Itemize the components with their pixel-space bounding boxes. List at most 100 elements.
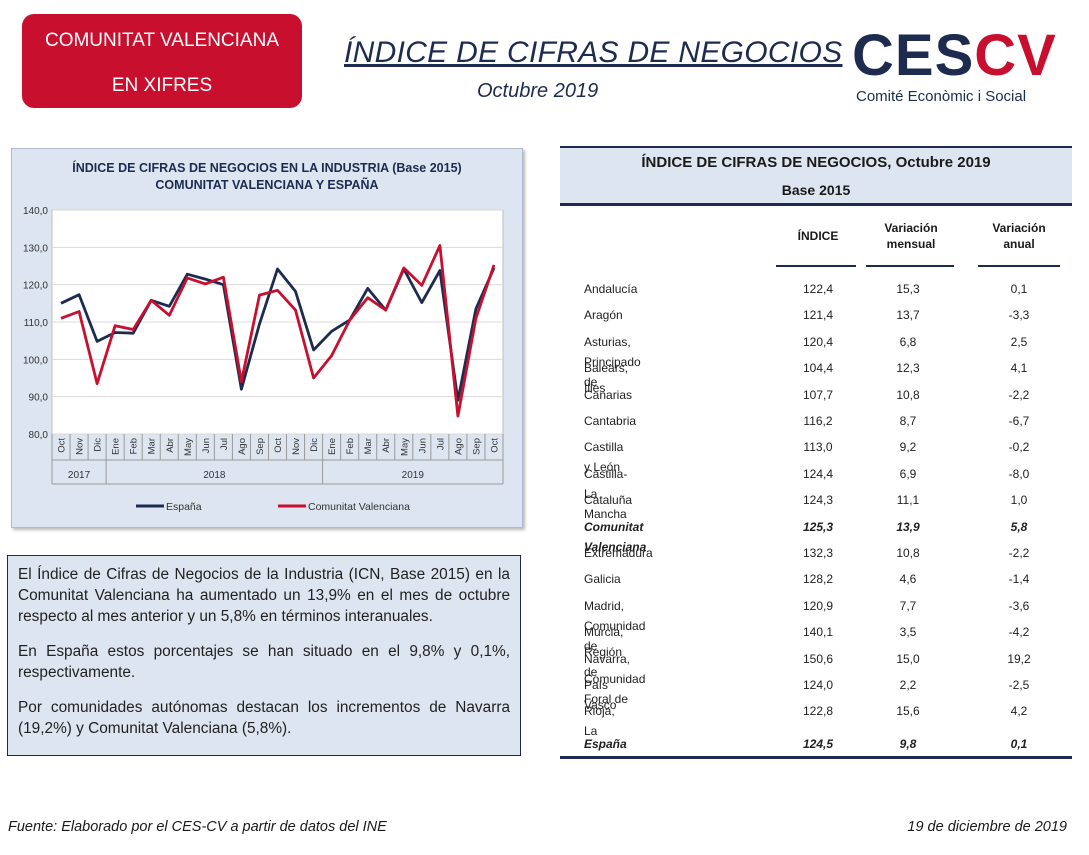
table-row: Murcia, Región de 140,1 3,5 -4,2 — [0, 622, 1029, 679]
cell-monthly: 11,1 — [896, 493, 920, 508]
legend-label: España — [166, 501, 202, 513]
cell-monthly: 8,7 — [899, 414, 917, 428]
cell-annual: 4,1 — [1010, 361, 1028, 376]
cell-name: Andalucía — [584, 282, 638, 296]
cell-monthly: 15,0 — [896, 651, 920, 666]
col-underline-monthly — [866, 265, 954, 267]
col-underline-annual — [978, 265, 1060, 267]
table-row: Asturias, Principado de 120,4 6,8 2,5 — [0, 332, 1027, 389]
col-header-index: ÍNDICE — [797, 229, 839, 243]
cell-monthly: 7,7 — [899, 598, 917, 613]
line-chart: 80,0 90,0 100,0 110,0 120,0 130,0 140,0 Oct Nov D… — [23, 206, 504, 513]
cell-index: 140,1 — [802, 625, 834, 640]
cell-annual: 2,5 — [1010, 334, 1028, 349]
summary-box: El Índice de Cifras de Negocios de la In… — [7, 555, 521, 756]
summary-paragraph-2: En España estos porcentajes se han situa… — [18, 643, 510, 681]
table-row: Castilla y León 113,0 9,2 -0,2 — [0, 437, 1029, 474]
cell-index: 122,8 — [802, 704, 834, 719]
cell-index: 125,3 — [802, 519, 834, 534]
ces-cv-logo: CESCV Comité Econòmic i Social — [852, 26, 1070, 108]
legend-label: Comunitat Valenciana — [308, 501, 410, 513]
cell-index: 124,4 — [802, 466, 834, 481]
cell-monthly: 10,8 — [896, 387, 920, 402]
cell-monthly: 4,6 — [899, 572, 917, 587]
cell-name: España — [584, 737, 627, 751]
y-tick-label: 80,0 — [29, 430, 49, 441]
page-title: ÍNDICE DE CIFRAS DE NEGOCIOS — [344, 36, 843, 69]
cell-monthly: 6,8 — [899, 334, 917, 349]
cell-name: Balears, Illes — [584, 361, 629, 396]
summary-paragraph-1: El Índice de Cifras de Negocios de la In… — [18, 566, 510, 625]
x-tick-label: May — [183, 438, 194, 456]
table-title: ÍNDICE DE CIFRAS DE NEGOCIOS, Octubre 20… — [560, 146, 1072, 179]
table-bottom-rule — [560, 756, 1072, 759]
x-tick-label: Jul — [219, 438, 230, 450]
x-tick-label: Feb — [129, 438, 140, 454]
table-row: Aragón 121,4 13,7 -3,3 — [0, 305, 1029, 325]
cell-monthly: 13,9 — [896, 519, 920, 534]
table-row: Balears, Illes 104,4 12,3 4,1 — [0, 358, 1027, 395]
cell-annual: -6,7 — [1008, 414, 1030, 428]
x-tick-label: Sep — [255, 438, 266, 455]
series-line-espana — [60, 267, 496, 402]
cell-index: 122,4 — [802, 282, 834, 296]
x-tick-label: Abr — [381, 438, 392, 453]
cell-annual: 4,2 — [1010, 704, 1028, 719]
cell-name: Castilla-La Mancha — [584, 466, 628, 521]
cell-index: 128,2 — [802, 572, 834, 587]
table-row: Cantabria 116,2 8,7 -6,7 — [0, 411, 1029, 431]
x-tick-label: Nov — [75, 438, 86, 455]
cell-annual: 0,1 — [1010, 737, 1028, 751]
source-note: Fuente: Elaborado por el CES-CV a partir… — [8, 819, 387, 835]
series-line-comunitat-valenciana — [60, 244, 496, 418]
cell-annual: -2,2 — [1008, 387, 1030, 402]
cell-annual: -2,2 — [1008, 546, 1030, 560]
y-tick-label: 100,0 — [23, 355, 48, 366]
cell-name: Castilla y León — [584, 440, 624, 475]
cell-index: 124,0 — [802, 678, 834, 692]
cell-index: 107,7 — [802, 387, 834, 402]
x-tick-label: Dic — [309, 438, 320, 452]
cell-name: Madrid, Comunidad de — [584, 598, 646, 653]
cell-monthly: 9,2 — [899, 440, 917, 455]
cell-monthly: 3,5 — [899, 625, 917, 640]
x-tick-label: Sep — [471, 438, 482, 455]
cell-monthly: 15,3 — [896, 282, 920, 296]
cell-annual: -0,2 — [1008, 440, 1030, 455]
cell-index: 120,4 — [802, 334, 834, 349]
cell-annual: 0,1 — [1010, 282, 1028, 296]
x-tick-label: Nov — [291, 438, 302, 455]
cell-annual: -3,3 — [1008, 308, 1030, 323]
region-badge: COMUNITAT VALENCIANA EN XIFRES — [22, 14, 302, 108]
x-tick-label: Oct — [489, 438, 500, 453]
cell-name: Navarra, Comunidad Foral de — [584, 651, 646, 706]
x-tick-label: Dic — [93, 438, 104, 452]
cell-annual: -2,5 — [1008, 678, 1030, 692]
x-tick-label: Ago — [453, 438, 464, 455]
chart-title: ÍNDICE DE CIFRAS DE NEGOCIOS EN LA INDUS… — [12, 160, 522, 194]
cell-name: Murcia, Región de — [584, 625, 624, 680]
table-total-row: España 124,5 9,8 0,1 — [0, 734, 1027, 754]
x-tick-label: Ago — [237, 438, 248, 455]
cell-index: 113,0 — [803, 440, 833, 455]
cell-monthly: 9,8 — [899, 737, 917, 751]
cell-monthly: 2,2 — [899, 678, 917, 692]
cell-index: 120,9 — [802, 598, 834, 613]
y-tick-label: 120,0 — [23, 281, 48, 292]
x-tick-label: Ene — [327, 438, 338, 455]
cell-name: Rioja, La — [584, 704, 615, 739]
cell-index: 150,6 — [802, 651, 834, 666]
chart-panel: ÍNDICE DE CIFRAS DE NEGOCIOS EN LA INDUS… — [11, 148, 523, 528]
x-tick-label: Feb — [345, 438, 356, 454]
x-tick-label: Jun — [417, 438, 428, 453]
y-tick-label: 90,0 — [29, 393, 49, 404]
chart-title-line-1: ÍNDICE DE CIFRAS DE NEGOCIOS EN LA INDUS… — [72, 161, 462, 175]
y-tick-label: 130,0 — [23, 243, 48, 254]
cell-annual: 19,2 — [1007, 651, 1031, 666]
cell-monthly: 10,8 — [896, 546, 920, 560]
table-row: Rioja, La 122,8 15,6 4,2 — [0, 701, 1027, 738]
cell-name: Cataluña — [584, 493, 633, 508]
cell-index: 104,4 — [802, 361, 834, 376]
y-tick-label: 110,0 — [24, 318, 49, 329]
cell-index: 132,3 — [802, 546, 834, 560]
